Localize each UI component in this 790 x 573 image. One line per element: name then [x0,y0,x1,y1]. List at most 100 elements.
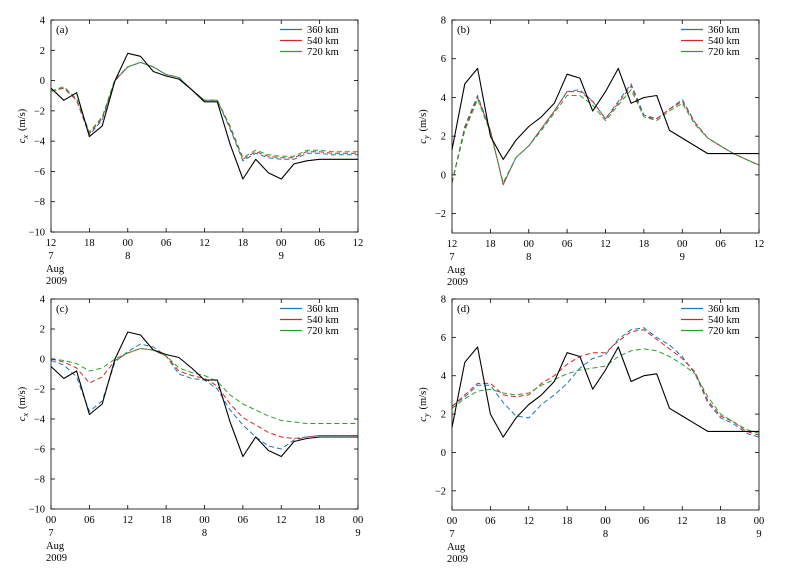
legend-label: 720 km [708,326,740,337]
x-tick-label: 18 [238,238,249,249]
series-group [51,52,358,180]
series-line-720km [452,348,759,434]
x-year-label: 2009 [447,554,468,565]
panel-label: (c) [56,303,69,315]
y-axis-label-unit: (m/s) [418,387,429,410]
y-tick-label: 2 [441,132,446,143]
y-axis-label-unit: (m/s) [17,108,28,131]
y-tick-label: 0 [40,355,45,366]
y-tick-label: 4 [441,93,447,104]
x-date-label: 8 [603,529,608,540]
series-line-reference [452,67,759,160]
x-tick-label: 00 [600,516,611,527]
y-tick-label: −2 [34,106,45,117]
y-tick-label: 2 [40,325,45,336]
y-axis-label-symbol: c [418,417,429,422]
x-tick-label: 18 [84,238,95,249]
y-tick-label: 6 [441,333,446,344]
y-tick-label: −6 [34,167,45,178]
x-tick-label: 00 [524,239,535,250]
x-tick-label: 18 [161,515,172,526]
x-tick-label: 18 [485,239,496,250]
x-month-label: Aug [46,264,65,275]
x-tick-label: 00 [677,239,688,250]
x-date-label: 8 [125,251,130,262]
y-axis-label-subscript: x [21,135,30,140]
y-axis-label-symbol: c [17,138,28,143]
y-tick-label: 8 [441,295,446,306]
legend-label: 360 km [708,304,740,315]
x-date-label: 9 [355,528,360,539]
x-date-label: 9 [680,252,685,263]
y-tick-label: 4 [441,371,447,382]
series-group [452,327,759,438]
x-tick-label: 00 [199,515,210,526]
y-tick-label: 0 [441,448,446,459]
y-tick-label: 4 [40,295,46,306]
chart-panel: −10 −8 −6 −4 −2 0 2 4 12 18 00 06 12 18 00 06 12 7 8 9 Aug20… [17,16,363,288]
y-tick-label: 8 [441,16,446,27]
y-axis-label-subscript: x [21,413,30,418]
legend-label: 720 km [307,47,339,58]
x-tick-label: 18 [715,516,726,527]
series-line-reference [51,52,358,180]
x-month-label: Aug [447,542,466,553]
y-tick-label: −6 [34,445,45,456]
x-tick-label: 18 [314,515,325,526]
x-tick-label: 12 [677,516,688,527]
y-tick-label: −2 [435,209,446,220]
series-line-360km [452,83,759,186]
y-tick-label: 6 [441,54,446,65]
series-line-540km [51,348,358,439]
panel-label: (a) [56,24,69,36]
y-tick-label: −4 [34,415,46,426]
y-tick-label: −2 [34,385,45,396]
series-group [51,331,358,458]
y-axis-label-unit: (m/s) [17,386,28,409]
x-year-label: 2009 [46,276,67,287]
y-tick-label: 2 [441,410,446,421]
x-tick-label: 06 [715,239,726,250]
series-line-540km [452,85,759,186]
x-tick-label: 06 [639,516,650,527]
x-tick-label: 00 [754,516,765,527]
x-date-label: 8 [526,252,531,263]
y-tick-label: 0 [441,170,446,181]
x-tick-label: 06 [84,515,95,526]
x-tick-label: 12 [123,515,134,526]
y-tick-label: −10 [29,505,45,516]
x-date-label: 7 [449,252,454,263]
x-tick-label: 00 [123,238,134,249]
x-date-label: 9 [756,529,761,540]
series-line-360km [51,343,358,450]
series-line-reference [51,331,358,458]
x-date-label: 7 [48,251,53,262]
panel-label: (d) [457,303,470,315]
series-line-360km [51,61,358,162]
series-line-540km [51,61,358,160]
x-tick-label: 12 [754,239,765,250]
x-tick-label: 06 [314,238,325,249]
x-date-label: 9 [279,251,284,262]
series-line-540km [452,329,759,436]
y-axis-label-subscript: y [422,135,431,140]
x-tick-label: 12 [524,516,535,527]
y-tick-label: −8 [34,475,45,486]
x-tick-label: 12 [447,239,458,250]
legend-label: 720 km [708,47,740,58]
legend-label: 720 km [307,326,339,337]
y-axis-label: cy (m/s) [418,387,431,422]
series-line-720km [452,89,759,184]
y-axis-label-unit: (m/s) [418,109,429,132]
x-tick-label: 00 [447,516,458,527]
y-tick-label: −8 [34,197,45,208]
x-tick-label: 06 [161,238,172,249]
panel-label: (b) [457,24,470,36]
